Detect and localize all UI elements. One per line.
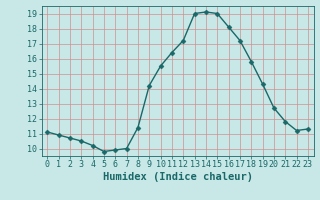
- X-axis label: Humidex (Indice chaleur): Humidex (Indice chaleur): [103, 172, 252, 182]
